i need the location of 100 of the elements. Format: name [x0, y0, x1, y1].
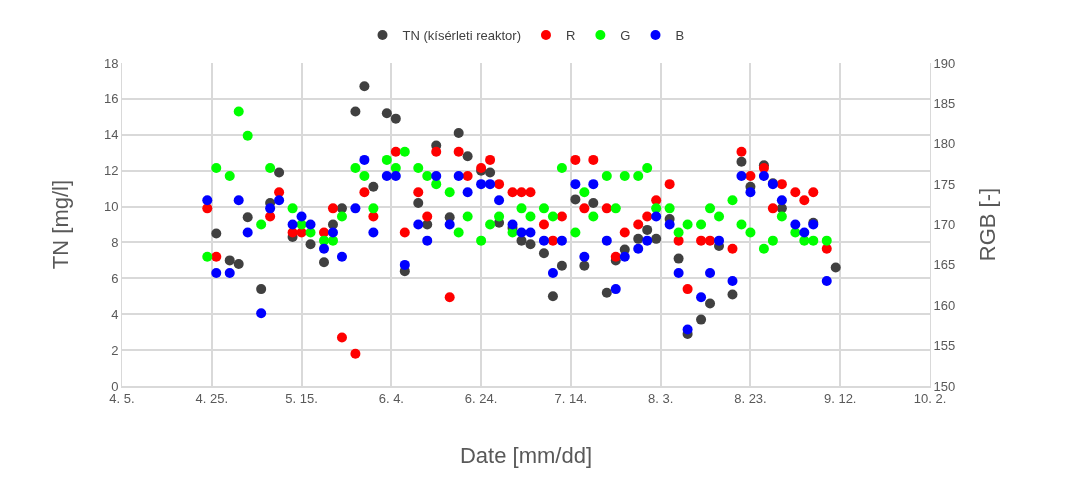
point — [633, 171, 644, 182]
point — [485, 154, 496, 165]
point — [610, 203, 621, 214]
legend-label: B — [675, 28, 685, 44]
point — [462, 171, 473, 182]
point — [287, 219, 298, 230]
point — [696, 235, 707, 246]
y-tick-label: 14 — [103, 127, 119, 143]
point — [242, 227, 253, 238]
y-tick-label: 8 — [111, 234, 119, 250]
y-tick-label: 0 — [111, 378, 119, 394]
point — [696, 314, 707, 325]
point — [727, 195, 738, 206]
point — [256, 308, 267, 319]
point — [413, 162, 424, 173]
point — [233, 258, 244, 269]
point — [601, 171, 612, 182]
point — [413, 187, 424, 198]
point — [745, 187, 756, 198]
point — [767, 235, 778, 246]
y-tick-label: 12 — [103, 163, 119, 179]
y2-tick-label: 180 — [933, 136, 956, 152]
point — [319, 257, 329, 268]
point — [821, 276, 832, 287]
point — [453, 227, 464, 238]
point — [525, 187, 536, 198]
point — [736, 146, 747, 157]
point — [579, 203, 590, 214]
point — [633, 219, 644, 230]
point — [727, 289, 738, 300]
point — [390, 146, 401, 157]
point — [570, 179, 581, 190]
point — [821, 235, 832, 246]
point — [556, 162, 567, 173]
point — [821, 243, 832, 254]
point — [610, 251, 621, 262]
point — [705, 203, 716, 214]
point — [476, 179, 487, 190]
point — [619, 227, 630, 238]
point — [516, 203, 527, 214]
point — [579, 260, 590, 271]
point — [233, 106, 244, 117]
point — [642, 224, 653, 235]
point — [776, 195, 787, 206]
point — [265, 162, 276, 173]
point — [673, 253, 684, 264]
y-tick-label: 4 — [111, 306, 119, 322]
point — [359, 187, 370, 198]
point — [808, 235, 819, 246]
point — [368, 181, 379, 192]
point — [319, 243, 329, 254]
point — [570, 227, 581, 238]
y2-tick-label: 150 — [933, 378, 956, 394]
point — [705, 235, 716, 246]
y2-axis-title: RGB [-] — [975, 187, 1000, 262]
point — [525, 239, 536, 250]
x-tick-label: 7. 14. — [554, 391, 588, 407]
point — [359, 81, 370, 92]
point — [745, 171, 756, 182]
point — [538, 248, 549, 259]
point — [696, 219, 707, 230]
point — [601, 203, 612, 214]
point — [556, 260, 567, 271]
point — [714, 235, 725, 246]
point — [350, 203, 361, 214]
point — [202, 195, 213, 206]
point — [399, 146, 410, 157]
point — [588, 154, 599, 165]
point — [507, 219, 518, 230]
point — [274, 167, 285, 178]
point — [673, 267, 684, 278]
point — [570, 154, 581, 165]
point — [350, 348, 361, 359]
point — [664, 219, 675, 230]
point — [619, 251, 630, 262]
point — [633, 233, 644, 244]
point — [790, 219, 801, 230]
point — [619, 171, 630, 182]
point — [494, 195, 505, 206]
x-axis-title: Date [mm/dd] — [459, 442, 593, 468]
point — [211, 251, 222, 262]
point — [381, 108, 392, 119]
point — [327, 203, 338, 214]
point — [633, 243, 644, 254]
y2-tick-label: 165 — [933, 257, 956, 273]
point — [579, 251, 590, 262]
point — [494, 211, 505, 222]
point — [336, 251, 347, 262]
point — [570, 194, 581, 205]
point — [790, 187, 801, 198]
point — [274, 187, 285, 198]
point — [588, 179, 599, 190]
point — [422, 211, 433, 222]
point — [516, 187, 527, 198]
point — [588, 211, 599, 222]
point — [211, 267, 222, 278]
point — [242, 130, 253, 141]
y2-tick-label: 185 — [933, 95, 956, 111]
y2-tick-label: 190 — [933, 55, 956, 71]
point — [579, 187, 590, 198]
